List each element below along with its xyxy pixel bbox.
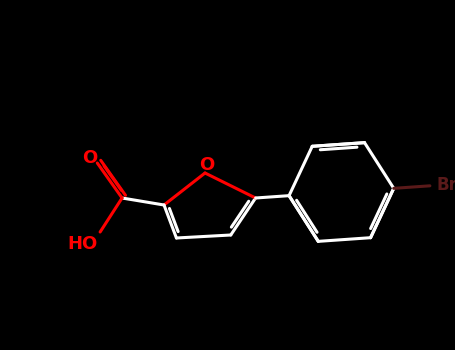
Text: O: O — [82, 149, 97, 167]
Text: O: O — [199, 156, 215, 174]
Text: Br: Br — [437, 176, 455, 194]
Text: HO: HO — [68, 235, 98, 253]
